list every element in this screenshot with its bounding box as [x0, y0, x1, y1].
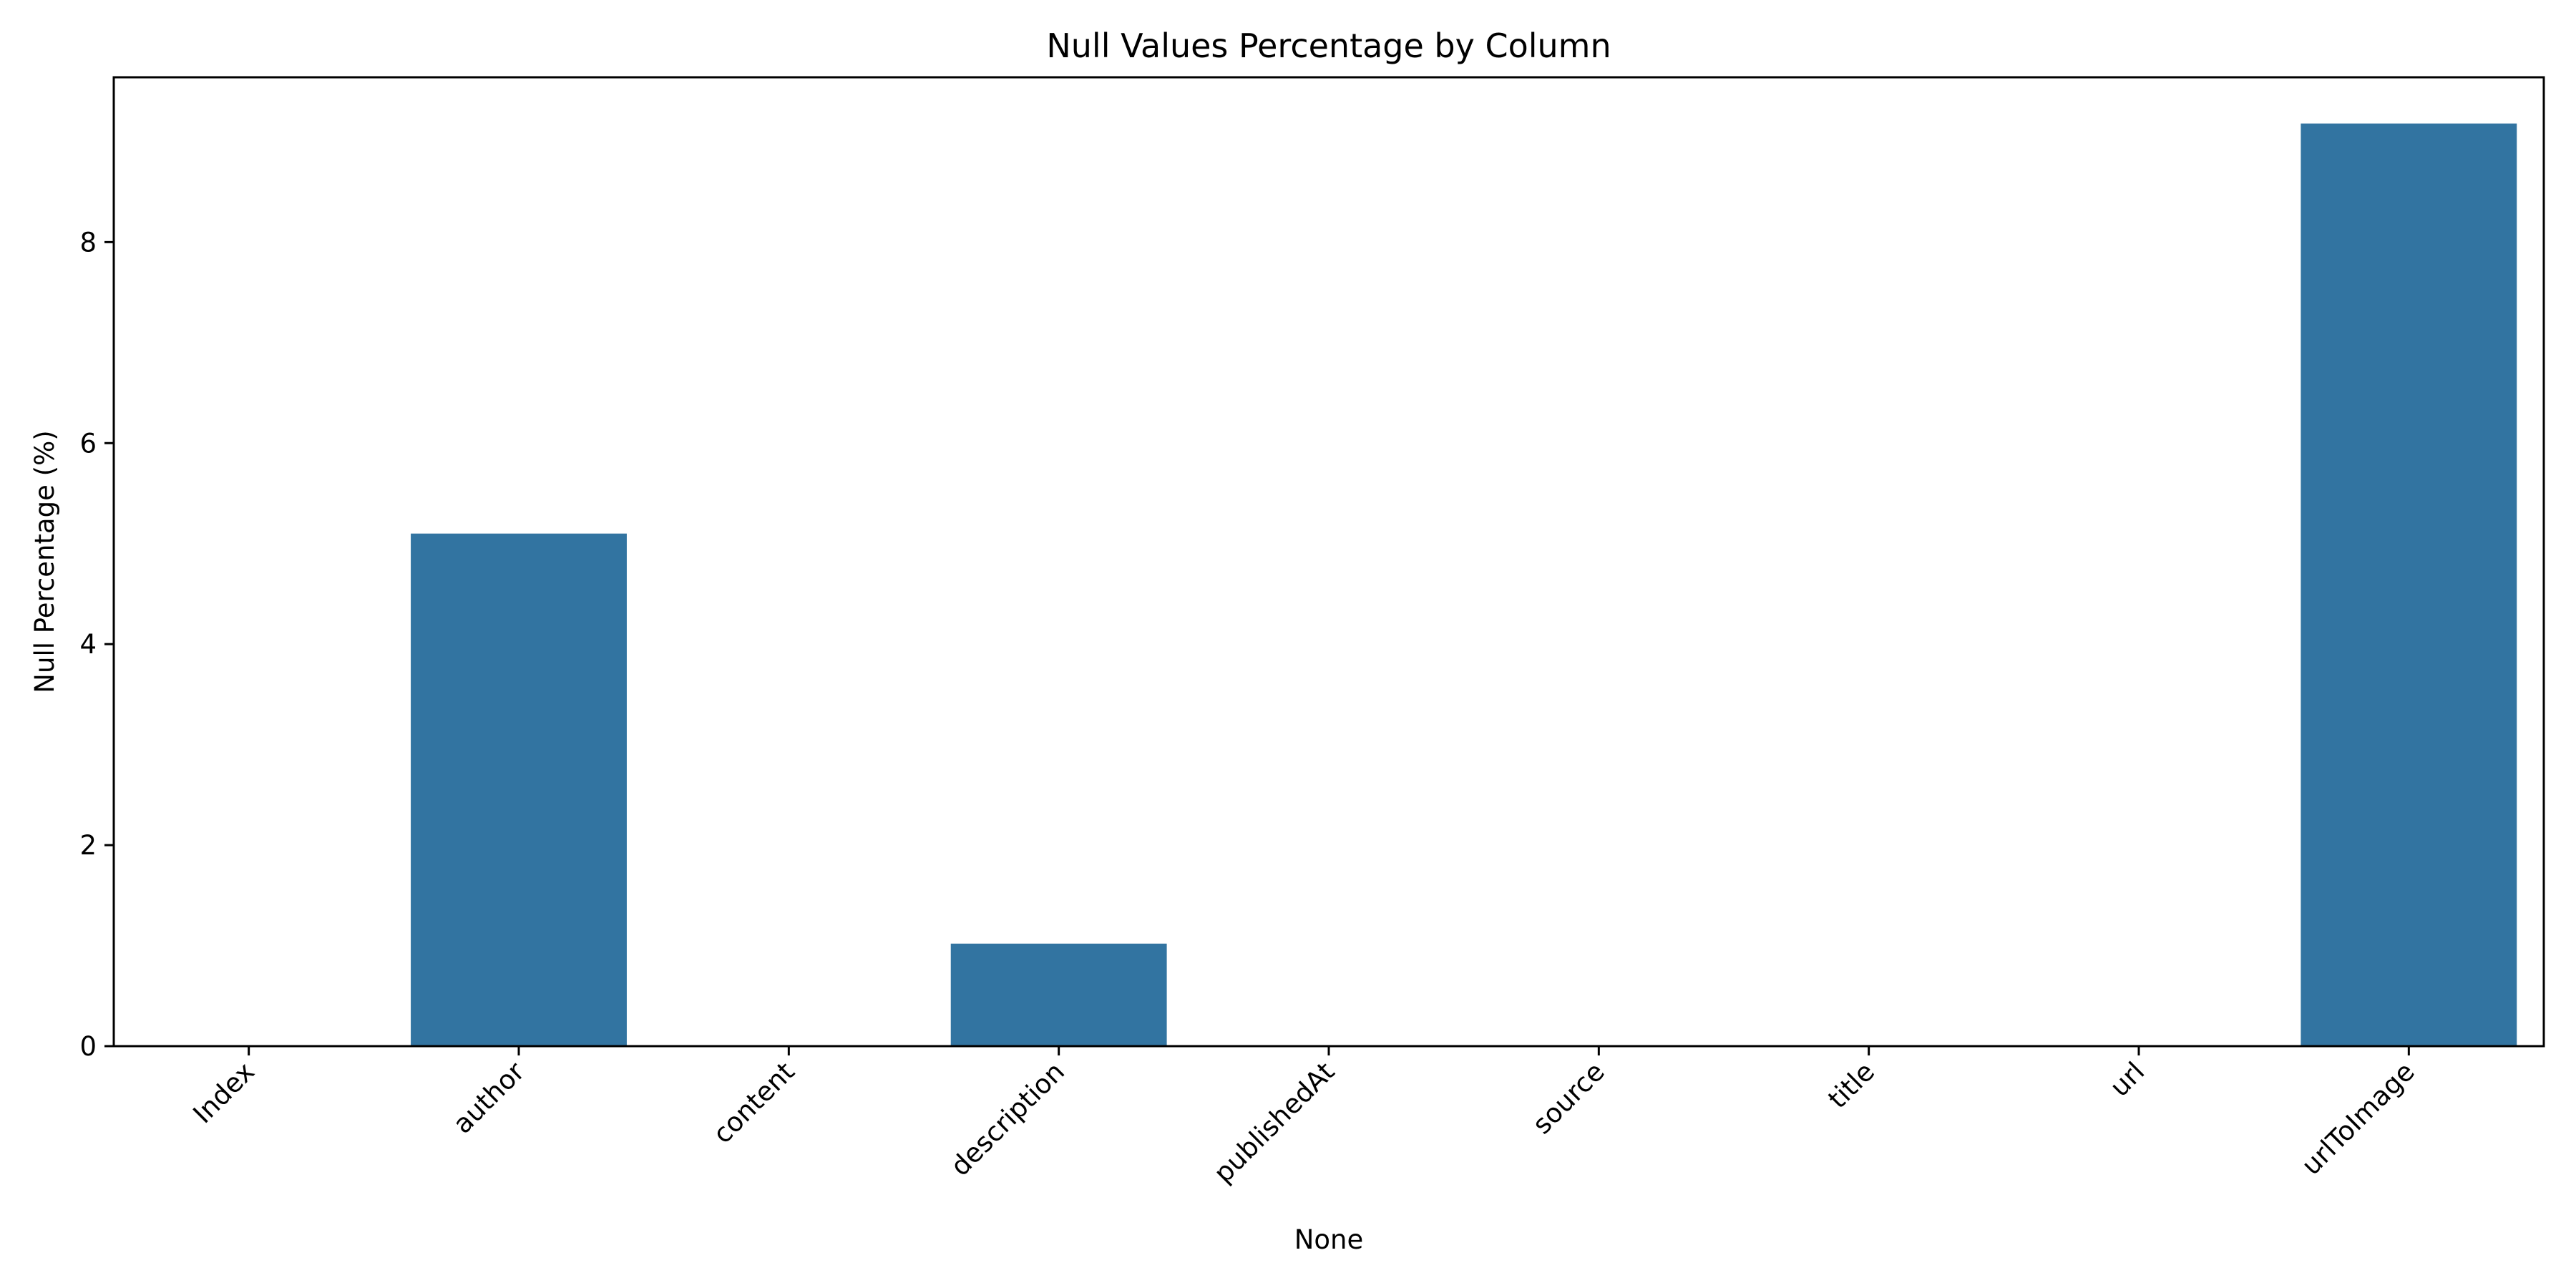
bar-urlToImage [2301, 123, 2517, 1046]
x-tick-label: title [1822, 1056, 1880, 1115]
x-tick-label: source [1526, 1056, 1610, 1140]
x-tick-label: description [945, 1056, 1070, 1182]
x-tick-label: url [2104, 1056, 2150, 1103]
y-tick-label: 8 [79, 227, 97, 258]
bars-group [411, 123, 2517, 1046]
x-tick-label: Index [187, 1056, 260, 1129]
x-tick-label: content [707, 1056, 801, 1150]
x-tick-label: author [447, 1055, 531, 1139]
y-axis-label: Null Percentage (%) [29, 430, 60, 693]
y-tick-label: 6 [79, 428, 97, 459]
chart-title: Null Values Percentage by Column [1046, 26, 1611, 65]
y-tick-label: 0 [79, 1031, 97, 1062]
x-tick-label: publishedAt [1208, 1056, 1340, 1189]
plot-area-frame [112, 76, 2545, 1048]
x-axis-ticks: Index author content description publishedAt… [187, 1046, 2421, 1189]
bar-author [411, 533, 627, 1046]
x-tick-label: urlToImage [2296, 1056, 2421, 1181]
bar-description [950, 943, 1167, 1046]
y-tick-label: 4 [79, 629, 97, 660]
y-axis-ticks: 0 2 4 6 8 [79, 227, 114, 1062]
y-tick-label: 2 [79, 830, 97, 861]
x-axis-label: None [1294, 1224, 1364, 1255]
